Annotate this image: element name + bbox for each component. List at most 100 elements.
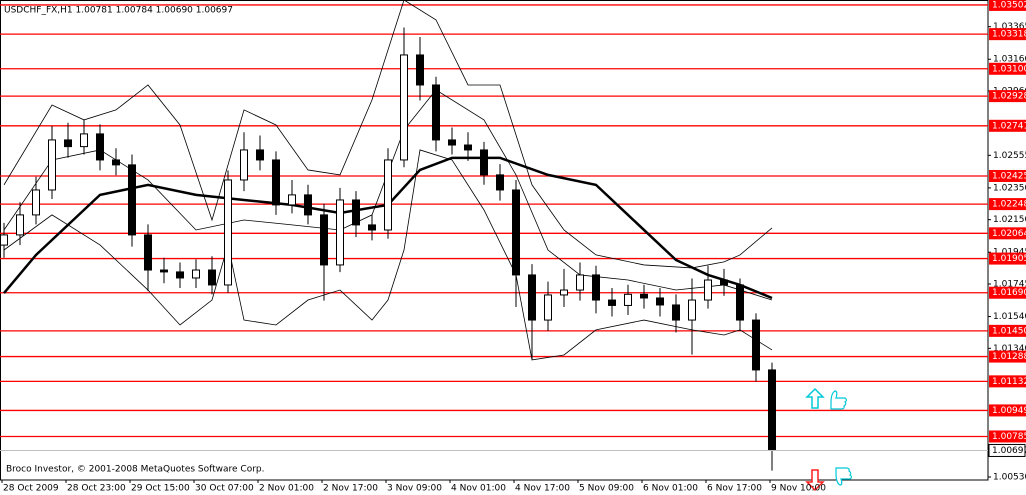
candle-body <box>368 224 376 231</box>
candle-body <box>752 319 760 371</box>
candle-body <box>128 164 136 236</box>
candle-body <box>0 234 8 246</box>
price-axis: 1.033651.031601.029601.025551.023501.021… <box>988 0 1026 482</box>
candle-body <box>528 274 536 321</box>
x-tick-label: 5 Nov 09:00 <box>579 484 634 494</box>
level-label: 1.02741 <box>992 121 1026 131</box>
hand-icon <box>830 390 848 410</box>
level-tag <box>989 62 1026 75</box>
candle-body <box>512 189 520 276</box>
candle-body <box>336 199 344 266</box>
candle-body <box>480 149 488 176</box>
y-tick-label: 1.01745 <box>993 279 1026 289</box>
candle-body <box>240 149 248 181</box>
y-tick-label: 1.02150 <box>993 215 1026 225</box>
y-tick-label: 1.01540 <box>993 312 1026 322</box>
level-tag <box>989 350 1026 363</box>
level-tag <box>989 0 1026 11</box>
level-label: 1.02425 <box>992 171 1026 181</box>
candle-body <box>432 84 440 141</box>
candle-body <box>736 284 744 321</box>
y-tick-label: 1.02555 <box>993 151 1026 161</box>
x-tick-label: 6 Nov 17:00 <box>707 484 762 494</box>
y-tick-label: 1.01340 <box>993 344 1026 354</box>
x-tick-label: 2 Nov 17:00 <box>323 484 378 494</box>
candle-body <box>544 294 552 321</box>
level-label: 1.01132 <box>992 377 1026 387</box>
x-tick-label: 30 Oct 07:00 <box>195 484 254 494</box>
candle-body <box>160 269 168 273</box>
level-label: 1.03318 <box>992 30 1026 40</box>
candle-body <box>720 279 728 286</box>
level-label: 1.02064 <box>992 229 1026 239</box>
x-tick-label: 4 Nov 17:00 <box>515 484 570 494</box>
level-label: 1.01450 <box>992 326 1026 336</box>
x-tick-label: 2 Nov 01:00 <box>259 484 314 494</box>
y-tick-label: 1.03160 <box>993 55 1026 65</box>
level-tag <box>989 90 1026 103</box>
x-tick-label: 28 Oct 2009 <box>3 484 59 494</box>
candle-body <box>320 214 328 266</box>
candle-body <box>352 199 360 226</box>
candle-body <box>496 174 504 191</box>
candle-body <box>464 144 472 151</box>
candle-body <box>672 304 680 321</box>
candle-body <box>96 133 104 161</box>
level-tag <box>989 252 1026 265</box>
candle-body <box>624 293 632 306</box>
candle-body <box>80 133 88 148</box>
level-tag <box>989 227 1026 240</box>
indicator-line <box>3 156 773 300</box>
candle-body <box>192 269 200 279</box>
candle-body <box>272 159 280 206</box>
price-tag <box>988 443 1026 457</box>
level-label: 1.02928 <box>992 92 1026 102</box>
y-tick-label: 1.02350 <box>993 183 1026 193</box>
plot-area <box>0 0 988 471</box>
level-label: 1.00785 <box>992 432 1026 442</box>
candle-body <box>592 274 600 301</box>
y-tick-label: 1.00530 <box>993 472 1026 482</box>
x-tick-label: 9 Nov 10:00 <box>771 484 826 494</box>
level-tag <box>989 375 1026 388</box>
indicator-line <box>3 0 773 269</box>
level-tag <box>989 119 1026 132</box>
level-label: 1.01905 <box>992 254 1026 264</box>
level-tag <box>989 286 1026 299</box>
candle-body <box>560 289 568 296</box>
candle-body <box>768 369 776 451</box>
level-label: 1.01288 <box>992 352 1026 362</box>
candle-body <box>304 194 312 216</box>
candle-body <box>608 299 616 306</box>
level-label: 1.01690 <box>992 288 1026 298</box>
x-tick-label: 6 Nov 01:00 <box>643 484 698 494</box>
candle-body <box>448 139 456 146</box>
level-label: 1.02248 <box>992 200 1026 210</box>
candle-body <box>144 234 152 271</box>
level-label: 1.00949 <box>992 406 1026 416</box>
level-label: 1.03100 <box>992 64 1026 74</box>
level-tag <box>989 404 1026 417</box>
down-arrow <box>805 469 825 492</box>
candle-body <box>208 269 216 286</box>
candle-body <box>400 54 408 161</box>
candle-body <box>176 271 184 279</box>
x-tick-label: 3 Nov 09:00 <box>387 484 442 494</box>
candle-body <box>224 179 232 286</box>
candle-body <box>576 274 584 291</box>
candle-body <box>64 139 72 148</box>
copyright: Broco Investor, © 2001-2008 MetaQuotes S… <box>6 465 265 475</box>
signal-up <box>805 387 848 410</box>
level-tag <box>989 28 1026 41</box>
candle-body <box>32 189 40 216</box>
candle-body <box>48 139 56 191</box>
candle-body <box>640 293 648 299</box>
candle-body <box>16 214 24 236</box>
indicator-line <box>3 149 773 361</box>
candle-body <box>656 297 664 306</box>
price-label: 1.00697 <box>992 446 1026 456</box>
x-tick-label: 28 Oct 23:00 <box>67 484 126 494</box>
plot-frame <box>0 0 989 481</box>
